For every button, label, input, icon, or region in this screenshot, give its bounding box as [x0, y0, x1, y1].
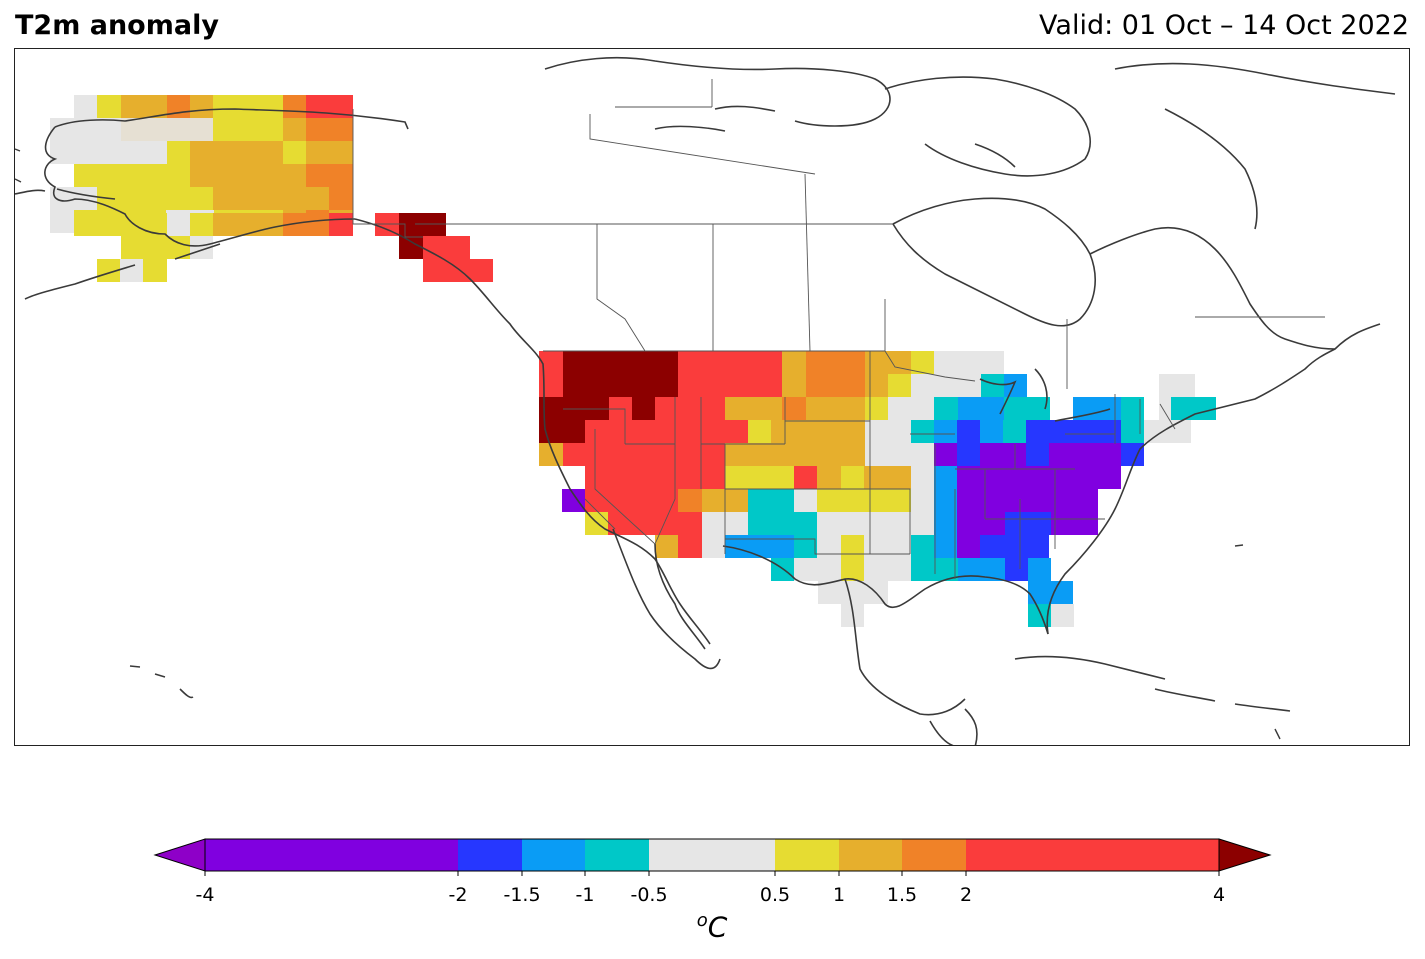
tick-label: -2: [448, 884, 468, 906]
tick-label: 0.5: [759, 884, 791, 906]
colorbar-max-extension: [1218, 838, 1272, 872]
colorbar-bin-minus0.5-0.5: [649, 839, 775, 871]
anomaly-map: [15, 56, 1396, 745]
alaska-anomaly-cells: [50, 95, 353, 282]
tick-label: -1: [575, 884, 595, 906]
unit-superscript: o: [696, 910, 708, 931]
tick-label: 1: [832, 884, 846, 906]
colorbar-bin-1-1.5: [839, 839, 902, 871]
map-panel: [14, 48, 1410, 746]
colorbar-unit-label: oC: [697, 910, 728, 943]
tick-label: 4: [1212, 884, 1226, 906]
colorbar-bin-0.5-1: [775, 839, 839, 871]
valid-date: Valid: 01 Oct – 14 Oct 2022: [1039, 10, 1409, 41]
colorbar-bin-minus4-minus2: [205, 839, 458, 871]
colorbar-bin-1.5-2: [902, 839, 966, 871]
colorbar: [153, 838, 1272, 876]
colorbar-bin-minus1.5-minus1: [522, 839, 585, 871]
colorbar-bin-2-4: [966, 839, 1219, 871]
panhandle-anomaly-cells: [375, 213, 493, 282]
colorbar-bin-minus1-minus0.5: [585, 839, 649, 871]
tick-label: -1.5: [503, 884, 541, 906]
minor-coast-details: [15, 148, 1281, 740]
colorbar-ticks: [204, 871, 1220, 876]
unit-text: C: [707, 910, 728, 944]
tick-label: 1.5: [886, 884, 918, 906]
map-title: T2m anomaly: [15, 10, 219, 41]
coastlines: [15, 56, 1396, 745]
political-borders: [352, 79, 1325, 579]
colorbar-tick-labels: -4 -2 -1.5 -1 -0.5 0.5 1 1.5 2 4: [0, 884, 1425, 914]
colorbar-bin-minus2-minus1.5: [458, 839, 522, 871]
conus-anomaly-cells: [539, 351, 1216, 627]
tick-label: 2: [959, 884, 973, 906]
tick-label: -4: [195, 884, 215, 906]
tick-label: -0.5: [630, 884, 668, 906]
colorbar-min-extension: [153, 838, 206, 872]
